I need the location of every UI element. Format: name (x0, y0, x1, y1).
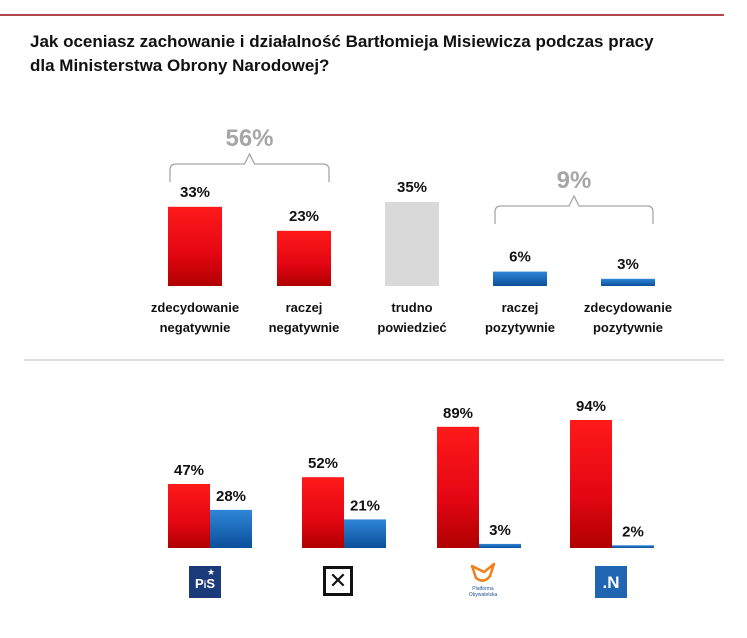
bar-c1-4 (601, 278, 655, 286)
po-logo-icon: Platforma Obywatelska (462, 560, 504, 604)
value-label-c2-0-s1: 28% (216, 488, 246, 505)
category-label-c1-1-0: raczej (286, 300, 323, 315)
category-label-c1-0-1: negatywnie (160, 320, 231, 335)
value-label-c2-2-s0: 89% (443, 405, 473, 422)
po-logo-text: Platforma Obywatelska (468, 586, 498, 598)
kukiz-logo-icon: ✕ (323, 566, 353, 596)
value-label-c1-3: 6% (509, 249, 531, 266)
pis-star-icon: ★ (207, 567, 216, 577)
value-label-c1-2: 35% (397, 179, 427, 196)
bar-c2-2-s1 (479, 543, 521, 548)
title-line-1: Jak oceniasz zachowanie i działalność Ba… (30, 32, 654, 51)
pis-logo-icon: ★ PiS (189, 566, 221, 598)
value-label-c2-3-s0: 94% (576, 398, 606, 415)
bar-c1-0 (168, 206, 222, 286)
po-bird-icon (470, 562, 496, 582)
category-label-c1-3-1: pozytywnie (485, 320, 555, 335)
category-label-c1-2-0: trudno (391, 300, 432, 315)
bar-c2-0-s1 (210, 509, 252, 548)
value-label-c1-1: 23% (289, 208, 319, 225)
value-label-c2-1-s1: 21% (350, 497, 380, 514)
bar-c2-3-s1 (612, 545, 654, 548)
category-label-c1-0-0: zdecydowanie (151, 300, 239, 315)
group-label-0: 56% (225, 125, 273, 152)
value-label-c2-3-s1: 2% (622, 523, 644, 540)
value-label-c1-4: 3% (617, 256, 639, 273)
value-label-c1-0: 33% (180, 184, 210, 201)
title-line-2: dla Ministerstwa Obrony Narodowej? (30, 56, 330, 75)
category-label-c1-2-1: powiedzieć (377, 320, 446, 335)
value-label-c2-1-s0: 52% (308, 455, 338, 472)
category-label-c1-4-0: zdecydowanie (584, 300, 672, 315)
group-label-1: 9% (557, 167, 592, 194)
top-rule (0, 14, 724, 16)
pis-logo-text: PiS (194, 576, 216, 591)
category-label-c1-1-1: negatywnie (269, 320, 340, 335)
group-brace-1 (494, 194, 654, 224)
chart-title: Jak oceniasz zachowanie i działalność Ba… (30, 30, 710, 78)
bar-c1-3 (493, 271, 547, 286)
bar-c1-1 (277, 230, 331, 286)
bar-c2-3-s0 (570, 420, 612, 548)
bar-c2-1-s1 (344, 519, 386, 548)
value-label-c2-0-s0: 47% (174, 462, 204, 479)
nowoczesna-logo-icon: .N (595, 566, 627, 598)
bar-c2-0-s0 (168, 484, 210, 548)
value-label-c2-2-s1: 3% (489, 522, 511, 539)
bar-c2-2-s0 (437, 426, 479, 548)
category-label-c1-3-0: raczej (502, 300, 539, 315)
bar-c1-2 (385, 202, 439, 286)
bar-c2-1-s0 (302, 477, 344, 548)
group-brace-0 (169, 152, 330, 182)
category-label-c1-4-1: pozytywnie (593, 320, 663, 335)
